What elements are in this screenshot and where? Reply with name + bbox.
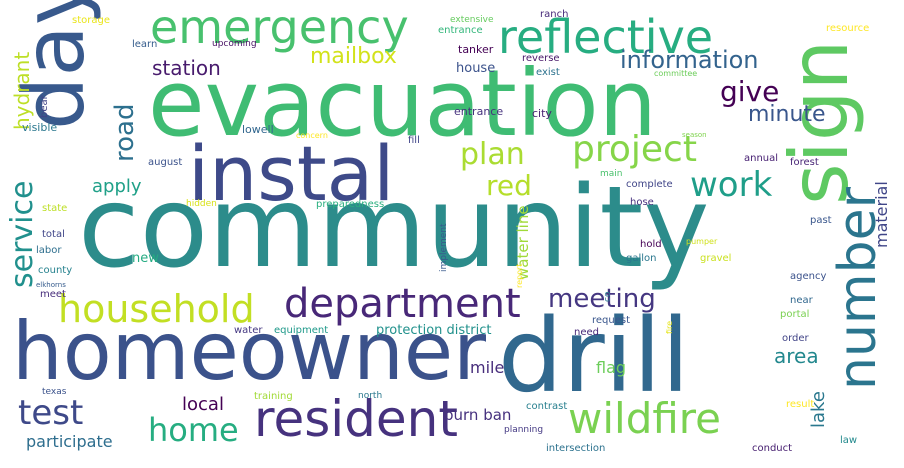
word: extensive <box>450 15 494 25</box>
word: lowell <box>242 123 274 136</box>
word: area <box>774 344 819 368</box>
word: city <box>532 107 552 120</box>
word: wildfire <box>568 394 721 443</box>
word: resource <box>826 23 870 34</box>
word: plan <box>460 137 525 172</box>
word: homeowner <box>12 305 486 398</box>
word: exist <box>536 67 560 78</box>
word: request <box>592 315 631 326</box>
word: texas <box>42 387 67 397</box>
word: resident <box>254 390 458 448</box>
word: near <box>790 295 813 306</box>
word: meeting <box>548 284 656 314</box>
word: preparedness <box>316 199 385 210</box>
word: complete <box>626 179 673 190</box>
word: tanker <box>458 43 494 56</box>
word: community <box>78 163 710 293</box>
word: hold <box>640 239 662 250</box>
word: emergency <box>150 0 409 54</box>
word: conduct <box>752 443 793 454</box>
word: burn ban <box>444 406 512 424</box>
word: implement <box>439 223 449 272</box>
word: household <box>58 287 255 331</box>
word: august <box>148 157 183 168</box>
word: forest <box>790 157 819 168</box>
word: apply <box>92 176 142 197</box>
word: service <box>5 180 40 288</box>
word: water <box>234 325 263 336</box>
word: hydrant <box>10 51 34 130</box>
word: committee <box>654 69 698 78</box>
word: gallon <box>626 253 657 264</box>
word: participate <box>26 432 113 451</box>
word: house <box>456 61 496 76</box>
word: instal <box>188 129 395 218</box>
word: intersection <box>546 443 606 454</box>
word: home <box>148 411 239 449</box>
word: information <box>620 46 759 74</box>
word: evacuation <box>148 50 657 157</box>
word: drill <box>498 297 690 416</box>
word: test <box>18 393 84 433</box>
word: co <box>603 291 613 302</box>
word: hose <box>630 197 654 208</box>
word: road <box>110 103 140 162</box>
word: agency <box>790 271 827 282</box>
word: learn <box>132 39 158 50</box>
word: minute <box>748 102 826 127</box>
word: gravel <box>700 253 732 264</box>
word: mailbox <box>310 44 397 69</box>
word: mile <box>470 358 505 377</box>
word: work <box>690 165 773 205</box>
word: equipment <box>274 325 329 336</box>
word: elkhorns <box>36 281 66 289</box>
word: upcoming <box>212 39 257 49</box>
word: hidden <box>186 199 217 209</box>
word: state <box>42 203 68 214</box>
word: entrance <box>454 105 504 118</box>
word: portal <box>780 309 810 320</box>
word: new <box>132 251 159 266</box>
word: result <box>786 399 815 410</box>
word: contrast <box>526 401 568 412</box>
word: order <box>782 333 809 344</box>
word: need <box>574 327 599 338</box>
word: reverse <box>522 53 560 64</box>
word: material <box>872 181 891 248</box>
word: planning <box>504 425 544 435</box>
word: past <box>810 215 832 226</box>
word: red <box>486 169 532 202</box>
word: north <box>358 391 383 401</box>
word: visible <box>22 121 58 134</box>
word: annual <box>744 153 779 164</box>
word: total <box>42 229 65 240</box>
word: flag <box>596 358 627 377</box>
word: give <box>720 75 780 108</box>
word: meet <box>40 289 66 300</box>
word: protection district <box>376 323 492 338</box>
word: local <box>182 394 224 415</box>
word: training <box>254 391 293 402</box>
word: season <box>682 131 707 139</box>
word: main <box>600 169 623 179</box>
word: concern <box>296 131 328 140</box>
word: county <box>38 265 73 276</box>
word: entrance <box>438 25 483 36</box>
word: department <box>284 281 521 327</box>
word: report <box>515 263 524 288</box>
word: project <box>572 129 697 170</box>
word: storage <box>72 15 110 26</box>
word: pumper <box>686 237 718 246</box>
word: station <box>152 56 221 80</box>
word: law <box>840 435 858 446</box>
word: bear <box>39 95 50 118</box>
word: reflective <box>498 10 714 64</box>
word: fire <box>665 320 674 334</box>
word: fill <box>408 135 420 146</box>
word: labor <box>36 245 62 256</box>
word: ranch <box>540 9 569 20</box>
